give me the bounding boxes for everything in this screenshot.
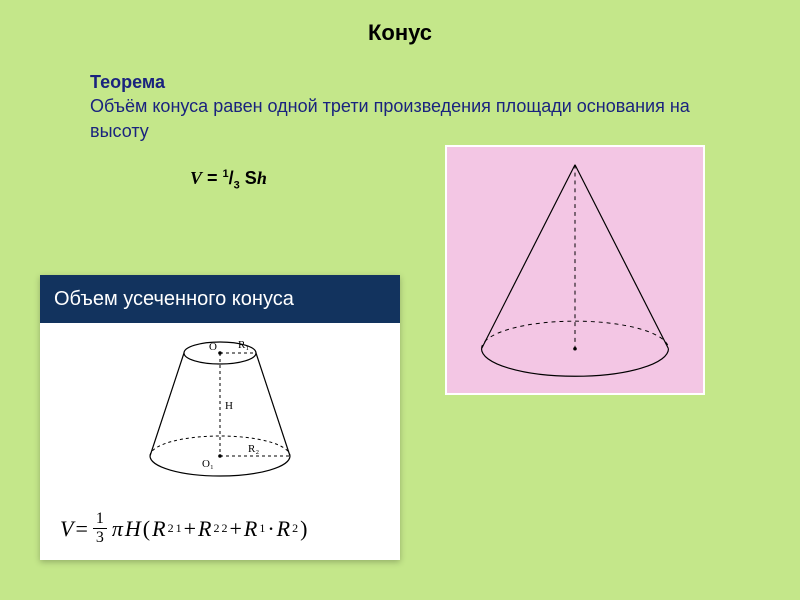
ff-frac-den: 3 bbox=[96, 529, 104, 546]
ff-close: ) bbox=[300, 516, 307, 542]
formula-frac-num: 1 bbox=[223, 168, 229, 180]
label-R2: R₂ bbox=[248, 443, 259, 455]
label-R1: R₁ bbox=[238, 339, 249, 351]
frustum-left-side bbox=[150, 353, 184, 456]
formula-var-v: V bbox=[190, 168, 202, 188]
ff-V: V bbox=[60, 516, 73, 542]
frustum-top-center-dot bbox=[218, 351, 222, 355]
theorem-text: Объём конуса равен одной трети произведе… bbox=[90, 94, 690, 143]
theorem-heading: Теорема bbox=[90, 70, 690, 94]
label-O: O bbox=[209, 341, 217, 353]
ff-frac-num: 1 bbox=[93, 511, 107, 529]
ff-R2-sub: 2 bbox=[221, 521, 227, 536]
ff-open: ( bbox=[143, 516, 150, 542]
frustum-bottom-center-dot bbox=[218, 454, 222, 458]
ff-R2b: R bbox=[277, 516, 290, 542]
ff-R2b-sub: 2 bbox=[292, 521, 298, 536]
frustum-header: Объем усеченного конуса bbox=[40, 275, 400, 323]
frustum-bottom-front bbox=[150, 456, 290, 476]
ff-R1b-sub: 1 bbox=[259, 521, 265, 536]
cone-right-edge bbox=[575, 165, 668, 349]
ff-R1-sub: 1 bbox=[176, 521, 182, 536]
cone-diagram-panel bbox=[445, 145, 705, 395]
theorem-block: Теорема Объём конуса равен одной трети п… bbox=[90, 70, 690, 143]
ff-plus2: + bbox=[229, 516, 241, 542]
label-H: H bbox=[225, 400, 233, 412]
ff-R1: R bbox=[152, 516, 165, 542]
cone-svg bbox=[447, 147, 703, 393]
ff-R2: R bbox=[198, 516, 211, 542]
ff-R1-sup: 2 bbox=[168, 521, 174, 536]
frustum-svg: O R₁ H O₁ R₂ bbox=[130, 331, 310, 481]
formula-var-h: h bbox=[257, 168, 267, 188]
frustum-body: O R₁ H O₁ R₂ V = 1 3 π H ( R21 + R22 + R… bbox=[40, 323, 400, 560]
frustum-formula: V = 1 3 π H ( R21 + R22 + R1 · R2 ) bbox=[60, 511, 307, 546]
ff-dot: · bbox=[267, 516, 274, 542]
formula-eq: = bbox=[202, 168, 223, 188]
ff-pi: π bbox=[112, 516, 123, 542]
cone-base-center-dot bbox=[573, 347, 577, 351]
ff-plus1: + bbox=[184, 516, 196, 542]
ff-frac: 1 3 bbox=[93, 511, 107, 546]
frustum-panel: Объем усеченного конуса O R₁ H O₁ R₂ V =… bbox=[40, 275, 400, 560]
page-title: Конус bbox=[0, 20, 800, 46]
ff-R1b: R bbox=[244, 516, 257, 542]
ff-eq: = bbox=[75, 516, 87, 542]
ff-R2-sup: 2 bbox=[213, 521, 219, 536]
formula-var-s: S bbox=[240, 168, 257, 188]
cone-base-front bbox=[482, 349, 669, 377]
ff-H: H bbox=[125, 516, 141, 542]
formula-v-one-third-sh: V = 1/3 Sh bbox=[190, 168, 267, 192]
frustum-right-side bbox=[256, 353, 290, 456]
label-O1: O₁ bbox=[202, 458, 214, 470]
